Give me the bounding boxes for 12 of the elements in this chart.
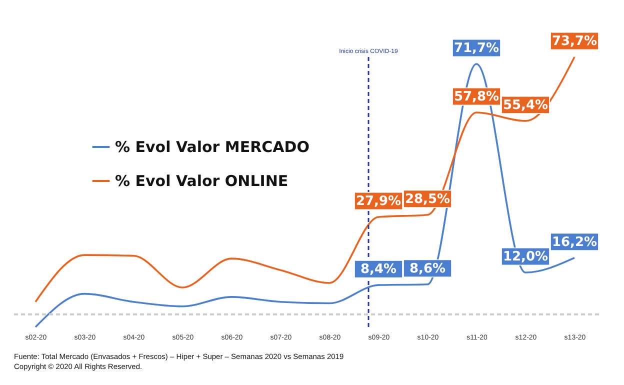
legend-label: % Evol Valor MERCADO <box>115 138 310 156</box>
data-label: 28,5% <box>404 192 450 207</box>
data-label: 27,9% <box>356 194 402 209</box>
data-label: 16,2% <box>552 234 598 250</box>
legend-label: % Evol Valor ONLINE <box>115 172 288 190</box>
data-label: 71,7% <box>454 40 500 56</box>
data-label: 8,4% <box>360 262 397 278</box>
data-label: 73,7% <box>552 34 598 49</box>
data-label: 57,8% <box>454 90 500 105</box>
data-label: 8,6% <box>409 261 446 276</box>
data-label: 12,0% <box>502 250 548 265</box>
data-label: 55,4% <box>502 98 548 113</box>
